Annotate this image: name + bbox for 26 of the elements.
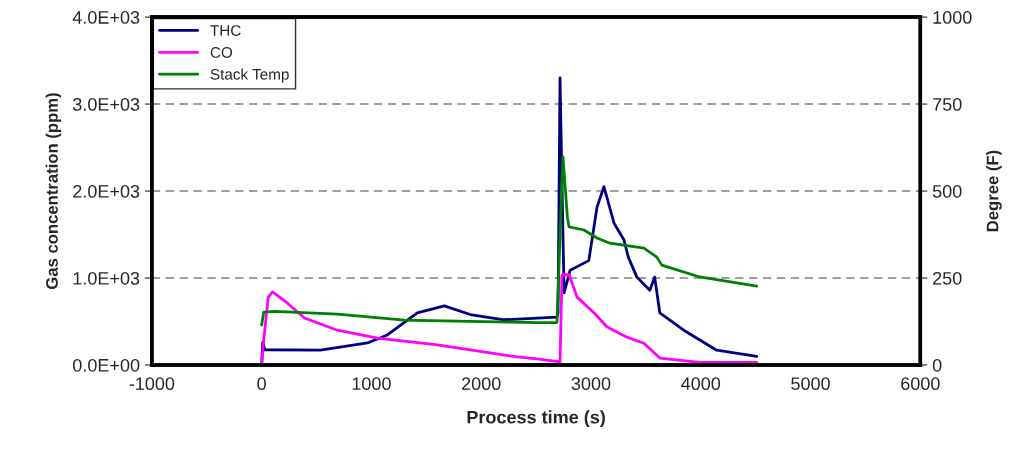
legend-label: Stack Temp [210,68,289,83]
y-tick-label: 2.0E+03 [73,184,140,198]
x-axis-title: Process time (s) [467,410,605,428]
x-tick-label: 0 [257,377,266,391]
y2-tick-label: 750 [933,98,962,111]
y-tick-label: 0.0E+00 [72,358,140,372]
x-tick-label: 1000 [352,377,391,391]
y-axis-title: Gas concentration (ppm) [45,93,62,289]
y-tick-label: 4.0E+03 [72,11,140,24]
x-tick-label: 3000 [571,377,611,391]
line-series [260,273,759,365]
y2-tick-label: 0 [932,358,942,372]
y2-axis-title: Degree (F) [986,150,1002,232]
legend-label: CO [210,47,233,58]
x-tick-label: 4000 [681,377,721,391]
x-tick-label: 2000 [462,377,501,391]
line-series [260,155,759,327]
x-tick-label: 6000 [901,377,940,391]
y-tick-label: 1.0E+03 [73,271,140,285]
y-tick-label: 3.0E+03 [72,98,140,111]
x-tick-label: 5000 [791,377,830,391]
y2-tick-label: 250 [933,271,962,285]
legend-label: THC [210,25,241,36]
y2-tick-label: 500 [932,184,962,198]
y2-tick-label: 1000 [933,11,972,24]
x-tick-label: -1000 [129,377,175,391]
